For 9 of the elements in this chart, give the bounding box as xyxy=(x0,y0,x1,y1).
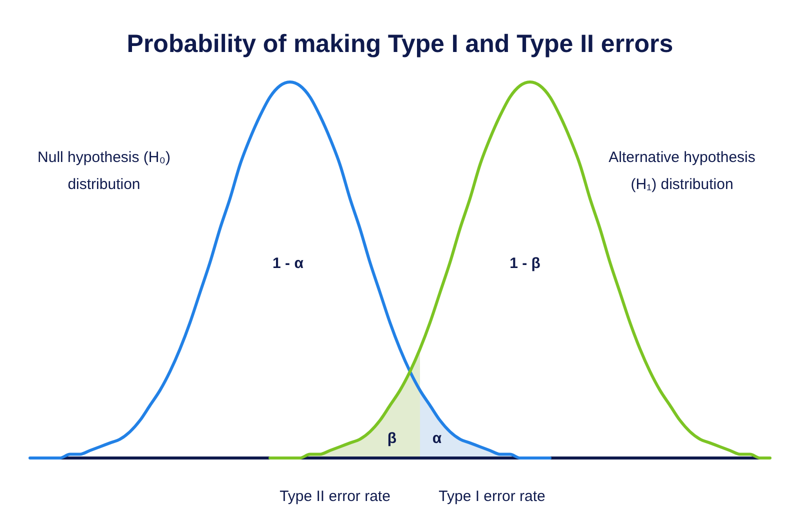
text: Type II error rate xyxy=(280,488,390,505)
annotation: 1 - α xyxy=(272,255,304,272)
annotation: α xyxy=(432,430,442,447)
text: Type I error rate xyxy=(438,488,546,505)
annotation: 1 - β xyxy=(510,255,540,272)
annotation: Alternative hypothesis (H₁) distribution xyxy=(608,149,756,193)
annotation: β xyxy=(387,430,397,447)
chart-title: Probability of making Type I and Type II errors xyxy=(126,30,674,58)
annotation: Null hypothesis (H₀) distribution xyxy=(38,149,170,193)
